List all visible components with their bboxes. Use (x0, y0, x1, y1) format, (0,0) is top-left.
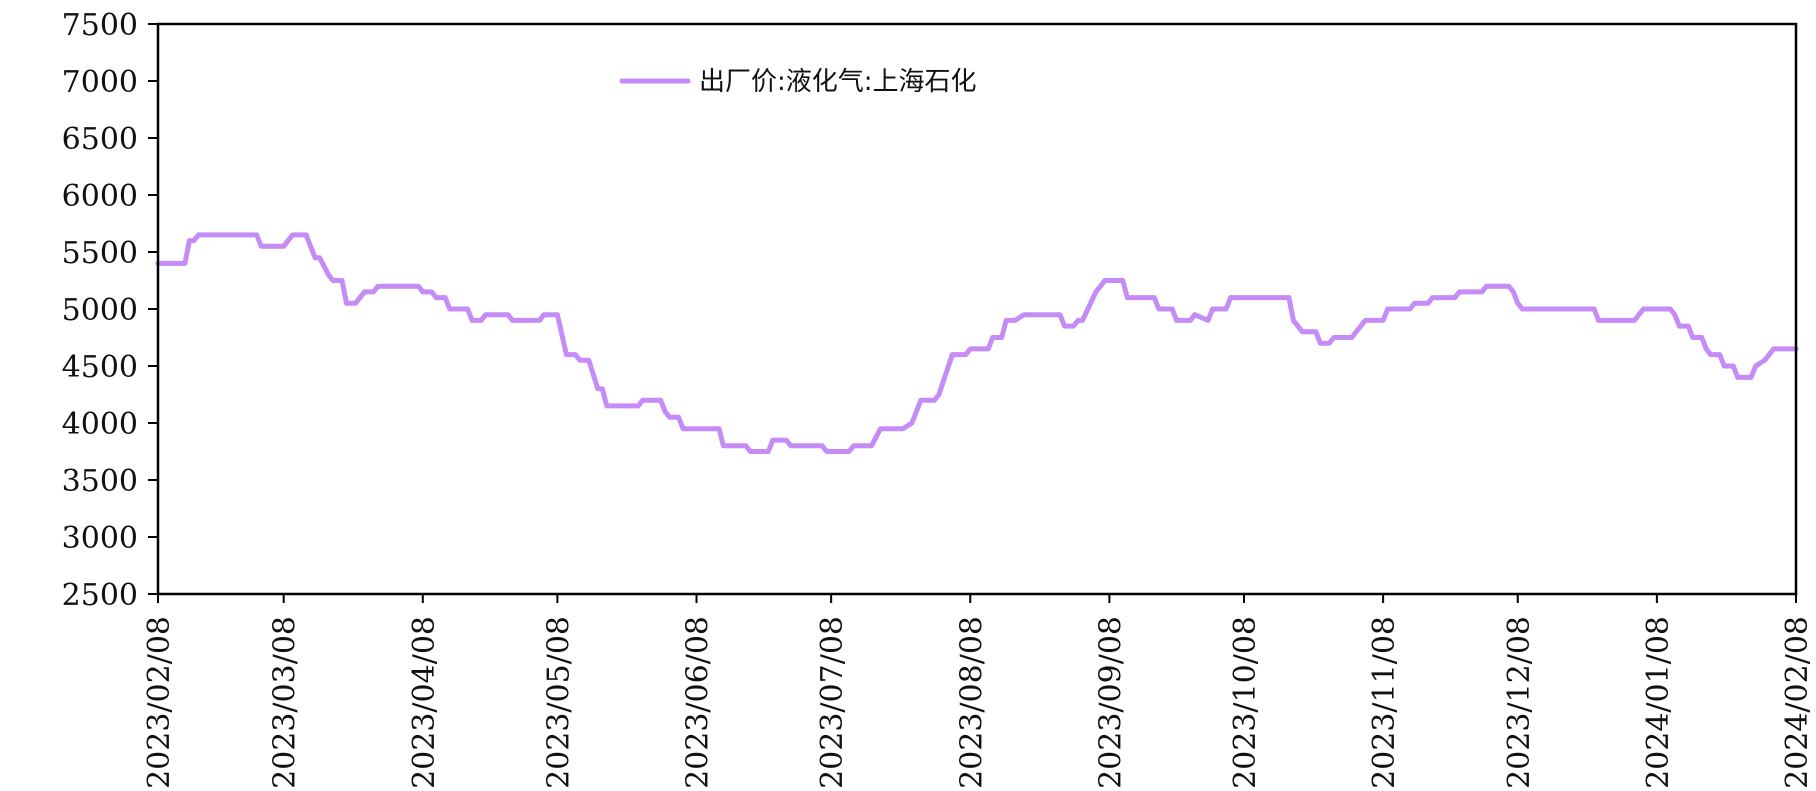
x-tick-label: 2023/04/08 (407, 616, 442, 789)
legend-label: 出厂价:液化气:上海石化 (699, 67, 977, 97)
y-tick-label: 6500 (62, 122, 138, 157)
x-tick-label: 2023/08/08 (954, 616, 989, 789)
y-tick-label: 5500 (62, 236, 138, 271)
y-tick-label: 7500 (62, 8, 138, 43)
y-axis: 2500 3000 3500 4000 4500 5000 5500 6000 6500 7000… (62, 8, 158, 613)
series-line-0 (155, 232, 1799, 454)
y-tick-label: 3000 (62, 521, 138, 556)
x-axis: 2023/02/08 2023/03/08 2023/04/08 2023/05/08… (142, 594, 1815, 789)
x-tick-label: 2023/09/08 (1093, 616, 1128, 789)
x-tick-label: 2023/05/08 (541, 616, 576, 789)
x-tick-label: 2023/03/08 (268, 616, 303, 789)
x-tick-label: 2023/02/08 (142, 616, 177, 789)
x-tick-label: 2023/11/08 (1367, 616, 1402, 789)
plot-frame (156, 22, 1798, 596)
x-tick-label: 2023/07/08 (815, 616, 850, 789)
y-tick-label: 3500 (62, 464, 138, 499)
y-tick-label: 4000 (62, 407, 138, 442)
x-tick-label: 2024/01/08 (1641, 616, 1676, 789)
x-tick-label: 2024/02/08 (1780, 616, 1815, 789)
x-tick-label: 2023/06/08 (681, 616, 716, 789)
y-tick-label: 6000 (62, 179, 138, 214)
y-tick-label: 2500 (62, 578, 138, 613)
x-tick-label: 2023/10/08 (1228, 616, 1263, 789)
x-tick-label: 2023/12/08 (1502, 616, 1537, 789)
y-tick-label: 5000 (62, 293, 138, 328)
y-tick-label: 4500 (62, 350, 138, 385)
series-layer (155, 232, 1799, 454)
y-tick-label: 7000 (62, 65, 138, 100)
legend: 出厂价:液化气:上海石化 (619, 67, 977, 97)
